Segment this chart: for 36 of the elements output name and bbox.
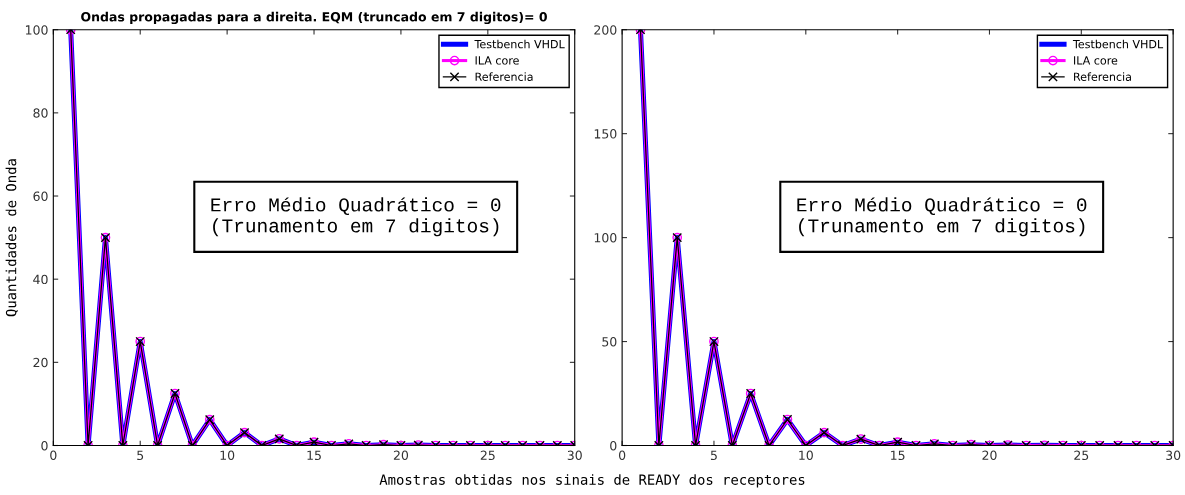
x-tick-label: 20 — [393, 450, 409, 461]
x-tick-label: 20 — [982, 450, 997, 461]
x-tick-label: 25 — [480, 450, 495, 461]
y-axis-title: Quantidades de Onda — [5, 159, 18, 317]
legend-label: ILA core — [1074, 56, 1118, 65]
y-tick-label: 20 — [33, 357, 48, 368]
x-axis-title: Amostras obtidas nos sinais de READY dos receptores — [379, 474, 805, 488]
y-tick-label: 100 — [594, 233, 617, 243]
y-tick-label: 200 — [594, 25, 617, 35]
y-tick-label: 50 — [602, 337, 617, 347]
y-tick-label: 0 — [41, 440, 48, 451]
x-tick-label: 25 — [1074, 450, 1089, 461]
y-tick-label: 40 — [33, 274, 48, 285]
x-tick-label: 5 — [710, 450, 717, 461]
annotation: Erro Médio Quadrático = 0 (Trunamento em 7 digitos) — [797, 197, 1087, 237]
y-tick-label: 0 — [610, 440, 617, 451]
x-tick-label: 30 — [567, 450, 582, 461]
x-tick-label: 10 — [220, 450, 235, 461]
x-tick-label: 15 — [891, 450, 905, 461]
y-tick-label: 100 — [25, 25, 48, 35]
chart-title: Ondas propagadas para a direita. EQM (truncado em 7 digitos)= 0 — [81, 11, 547, 25]
x-tick-label: 15 — [307, 450, 321, 461]
y-tick-label: 150 — [594, 129, 617, 139]
x-tick-label: 5 — [137, 450, 144, 461]
legend-label: Referencia — [1074, 72, 1131, 81]
x-tick-label: 0 — [618, 450, 626, 461]
y-tick-label: 60 — [33, 191, 48, 201]
annotation: Erro Médio Quadrático = 0 (Trunamento em 7 digitos) — [211, 197, 501, 237]
y-tick-label: 80 — [33, 108, 48, 118]
legend-label: Testbench VHDL — [1072, 39, 1164, 49]
legend-label: Testbench VHDL — [474, 39, 565, 49]
x-tick-label: 0 — [50, 450, 57, 461]
x-tick-label: 10 — [799, 450, 813, 461]
x-tick-label: 30 — [1166, 450, 1181, 461]
legend-label: ILA core — [475, 56, 519, 65]
legend-label: Referencia — [475, 72, 533, 81]
